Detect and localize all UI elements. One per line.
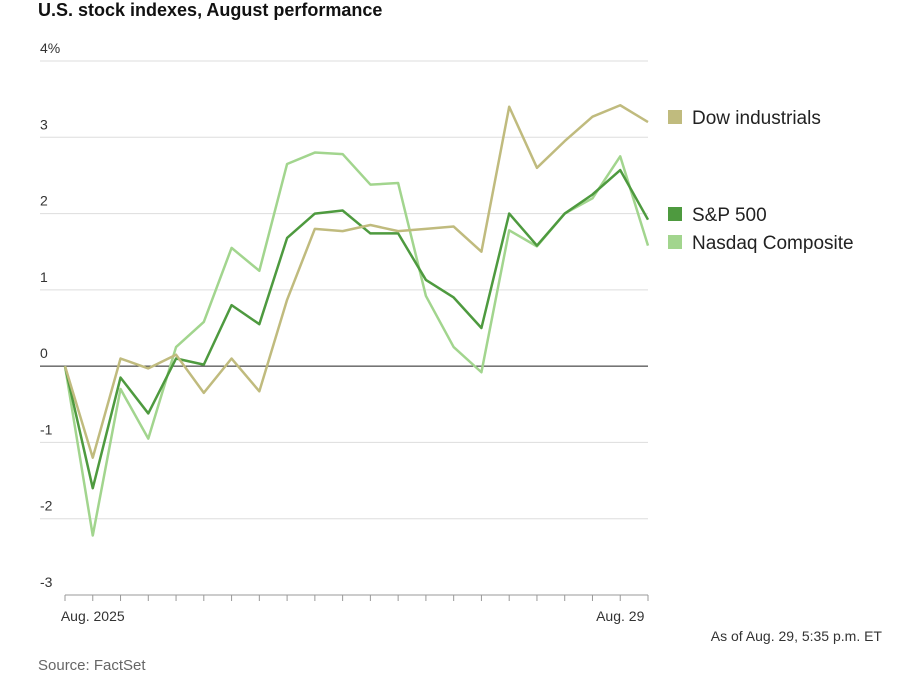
series-line [63, 168, 650, 490]
x-tick-label: Aug. 29 [596, 608, 644, 624]
series-line [63, 151, 650, 537]
legend-swatch [668, 235, 682, 249]
legend-swatch [668, 207, 682, 221]
y-tick-label: -1 [40, 421, 53, 437]
y-tick-label: 1 [40, 269, 48, 285]
x-tick-label: Aug. 2025 [61, 608, 125, 624]
chart-title: U.S. stock indexes, August performance [38, 0, 382, 20]
series-line [63, 103, 649, 459]
y-tick-label: 0 [40, 345, 48, 361]
y-tick-label: -2 [40, 498, 53, 514]
legend-swatch [668, 110, 682, 124]
y-tick-label: 4% [40, 40, 60, 56]
legend-label: Dow industrials [692, 108, 821, 129]
y-tick-label: -3 [40, 574, 53, 590]
note: As of Aug. 29, 5:35 p.m. ET [711, 628, 883, 644]
y-tick-label: 2 [40, 193, 48, 209]
legend-label: Nasdaq Composite [692, 233, 854, 254]
source: Source: FactSet [38, 657, 146, 674]
legend-label: S&P 500 [692, 205, 767, 226]
y-tick-label: 3 [40, 116, 48, 132]
